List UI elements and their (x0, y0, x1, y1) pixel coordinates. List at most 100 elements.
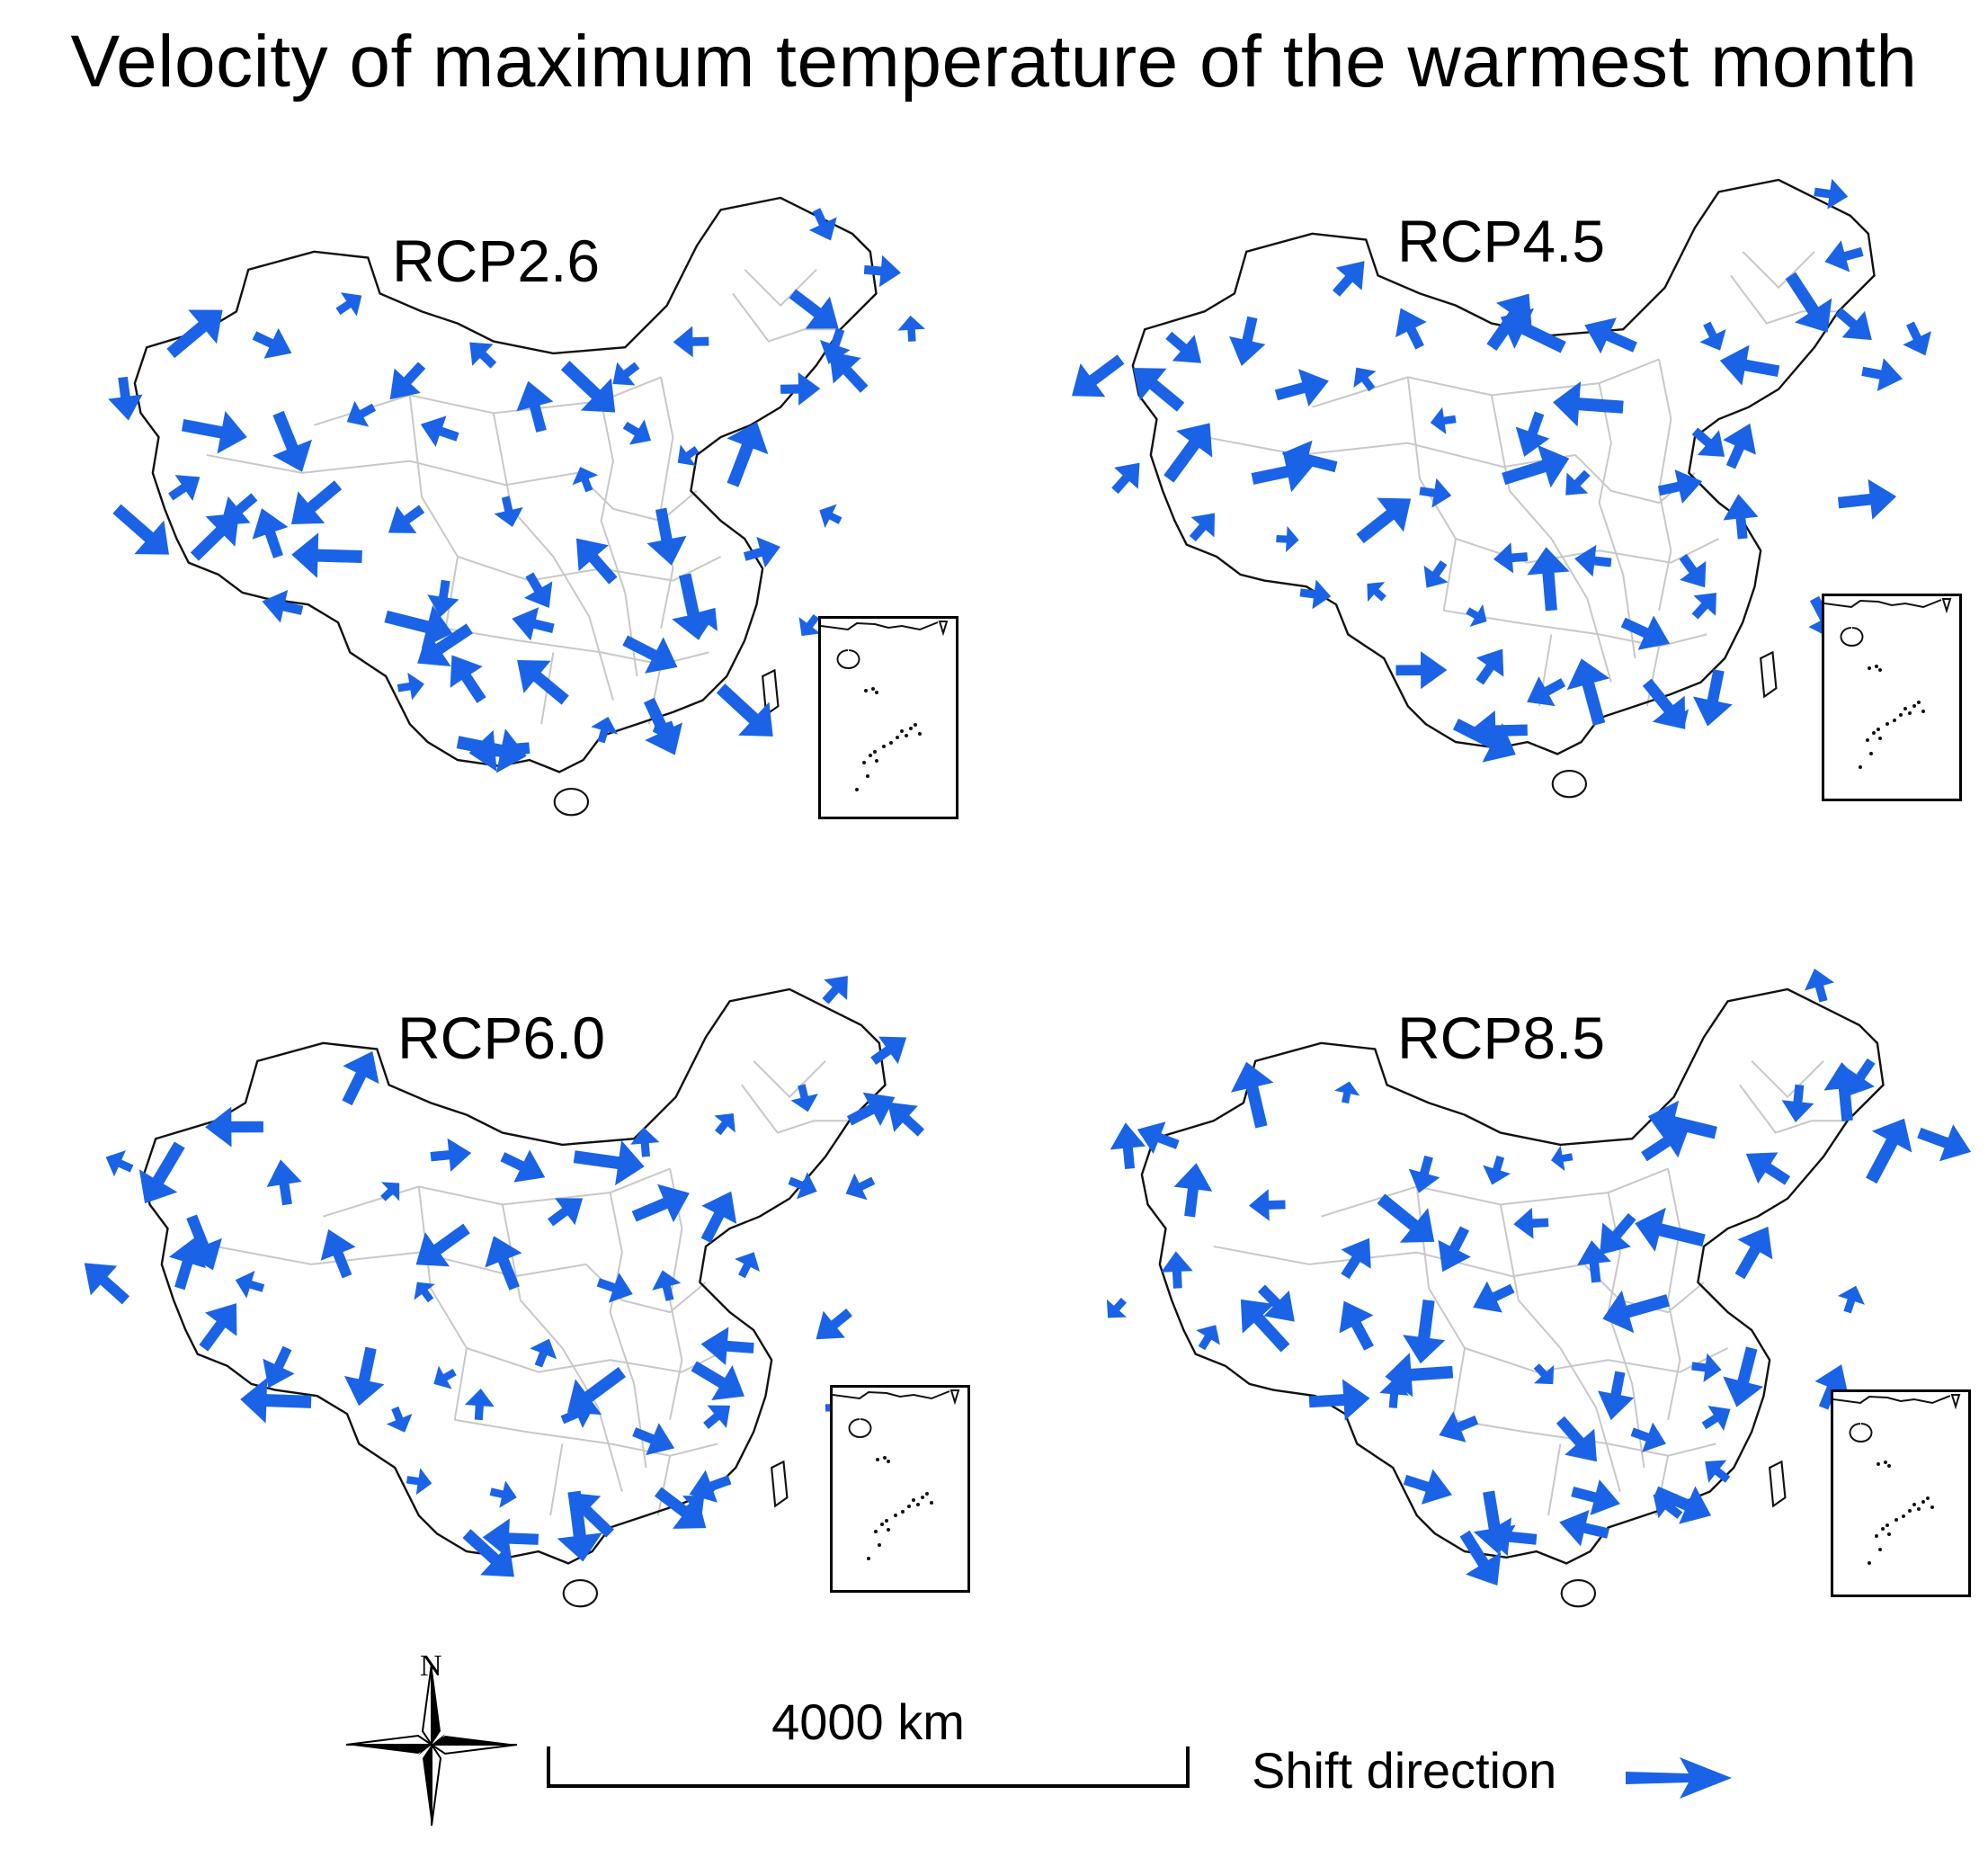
shift-arrow (1693, 669, 1733, 727)
province-boundary (660, 377, 674, 629)
shift-arrow (420, 415, 459, 447)
shift-arrow (1475, 648, 1504, 685)
inset-island (883, 1456, 887, 1460)
shift-arrow (389, 362, 426, 400)
shift-arrow (1723, 494, 1759, 540)
shift-arrow (689, 1469, 732, 1503)
shift-arrow (1367, 582, 1386, 603)
province-boundary (215, 1245, 587, 1278)
province-boundary (314, 376, 662, 426)
south-china-sea-inset (1822, 594, 1962, 801)
province-boundary (408, 395, 459, 629)
shift-arrow (462, 1529, 514, 1577)
shift-arrow (168, 1237, 206, 1291)
shift-arrow (482, 1518, 539, 1559)
shift-arrow (1379, 1377, 1409, 1408)
inset-island (867, 1557, 870, 1560)
inset-island (885, 1519, 888, 1523)
province-boundary (1742, 251, 1815, 290)
inset-island (930, 1501, 933, 1505)
shift-arrow (346, 400, 377, 427)
shift-arrow (1635, 1207, 1706, 1252)
shift-arrow (240, 1377, 312, 1424)
inset-island (918, 732, 922, 736)
inset-island (1921, 1500, 1925, 1504)
shift-arrow (1566, 658, 1610, 727)
shift-arrow (798, 613, 821, 637)
province-boundary (1490, 395, 1612, 683)
shift-arrow (335, 292, 362, 317)
map-panel-rcp45: RCP4.5 (1034, 126, 1988, 899)
shift-arrow (714, 1113, 735, 1136)
shift-arrow (1276, 526, 1299, 553)
shift-arrow (1691, 427, 1725, 457)
inset-island (862, 761, 866, 764)
shift-arrow (235, 1270, 265, 1299)
shift-arrow (863, 255, 902, 288)
shift-arrow (406, 1468, 432, 1496)
shift-arrow (1814, 178, 1849, 210)
shift-arrow (700, 1191, 737, 1244)
shift-arrow (1341, 1237, 1371, 1280)
legend-label: Shift direction (1252, 1742, 1557, 1799)
shift-arrow (1804, 968, 1834, 1003)
south-china-sea-inset (1831, 1389, 1971, 1597)
shift-arrow (652, 1270, 682, 1301)
shift-arrow (897, 315, 925, 342)
inset-island (1903, 707, 1907, 710)
shift-arrow (1403, 1469, 1453, 1505)
shift-arrow (1377, 1193, 1435, 1243)
inset-coastline (1833, 1395, 1951, 1405)
shift-arrow (646, 507, 687, 566)
shift-arrow (1647, 1100, 1717, 1145)
shift-arrow-icon (1626, 1757, 1732, 1799)
inset-island (878, 1543, 881, 1547)
inset-island (1908, 1509, 1912, 1513)
inset-island (871, 687, 875, 691)
shift-arrow (1395, 651, 1448, 690)
shift-arrow (1533, 1363, 1555, 1385)
shift-arrow (631, 1184, 690, 1223)
shift-arrow (652, 715, 674, 740)
inset-island (1868, 1561, 1871, 1565)
shift-arrow (108, 376, 143, 421)
shift-arrow (166, 309, 223, 359)
shift-arrow (1257, 1284, 1295, 1322)
shift-arrow (1072, 354, 1125, 398)
shift-arrow (494, 496, 523, 528)
shift-arrow (1111, 462, 1140, 495)
shift-arrow (384, 604, 453, 649)
inset-island (900, 729, 904, 733)
province-boundary (1739, 1084, 1848, 1134)
taiwan-outline (762, 668, 780, 717)
inset-island (921, 1496, 924, 1499)
shift-arrow (1837, 478, 1897, 520)
shift-arrow (343, 1346, 385, 1407)
province-boundary (1213, 1245, 1585, 1278)
inset-island (1866, 738, 1869, 742)
inset-island (1899, 713, 1903, 717)
shift-arrow (560, 1399, 594, 1428)
taiwan-outline (1769, 1460, 1787, 1508)
inset-island (912, 1498, 915, 1502)
shift-arrow (1814, 1364, 1849, 1410)
shift-arrow (1691, 1353, 1722, 1382)
shift-arrow (1571, 1479, 1620, 1515)
shift-arrow (1781, 1084, 1814, 1123)
inset-map (1833, 1394, 1961, 1565)
south-china-sea-inset (830, 1385, 970, 1593)
shift-arrow (560, 361, 616, 413)
shift-arrow (672, 573, 716, 640)
shift-arrow (516, 380, 554, 433)
shift-arrow (1527, 547, 1570, 612)
province-boundary (1598, 382, 1636, 659)
shift-arrow (566, 1367, 627, 1416)
shift-arrow (673, 326, 709, 358)
province-boundary (206, 453, 578, 487)
china-map-rcp45 (1072, 178, 1931, 799)
inset-map (1824, 598, 1952, 769)
province-boundary (501, 1204, 623, 1492)
shift-arrow (654, 1487, 707, 1529)
shift-arrow (1419, 478, 1452, 508)
map-title: Velocity of maximum temperature of the w… (70, 21, 1918, 103)
